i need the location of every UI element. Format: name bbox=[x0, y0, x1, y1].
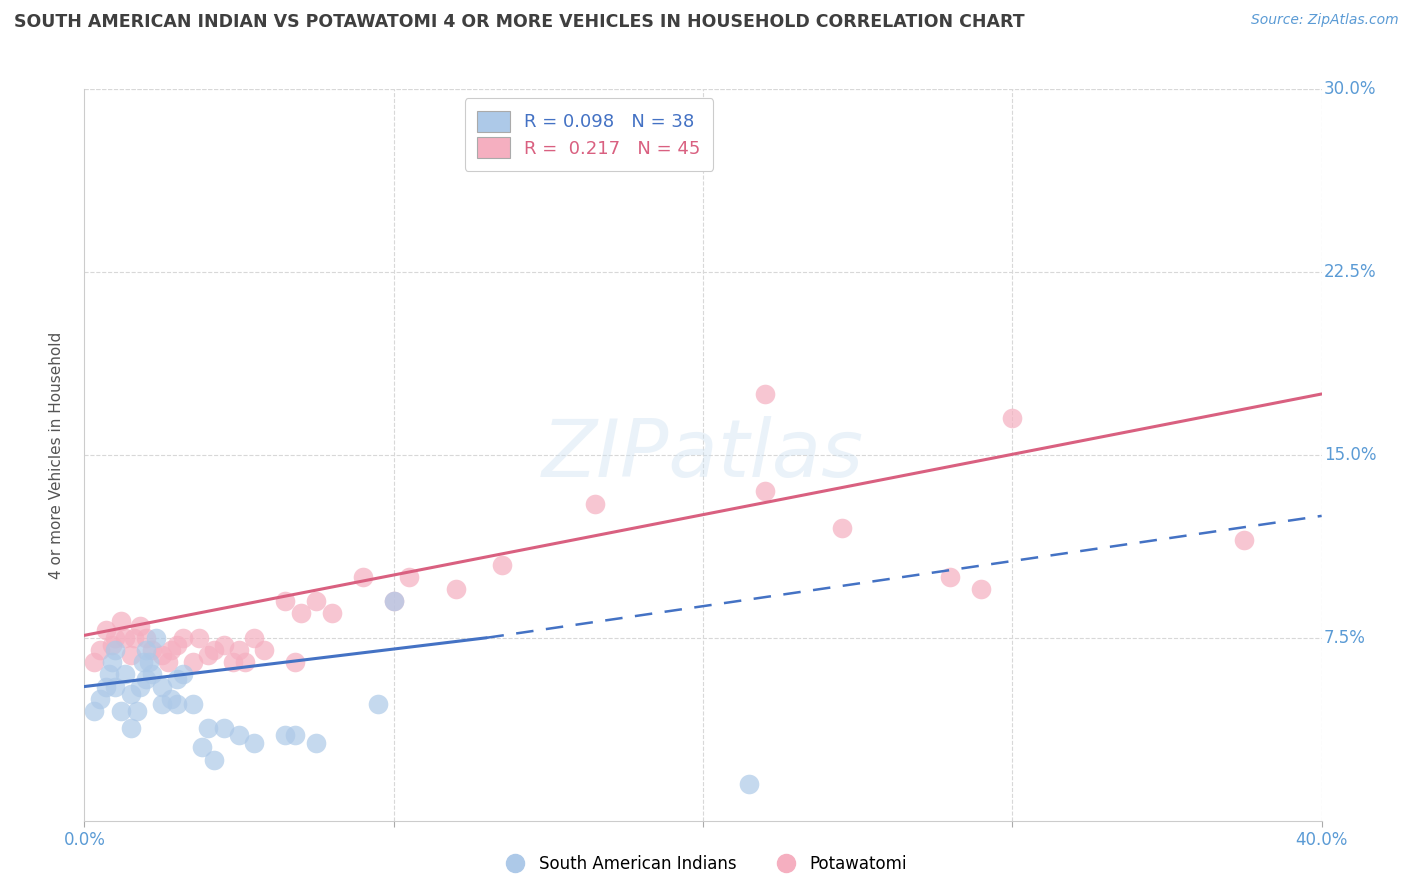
Point bbox=[104, 631, 127, 645]
Point bbox=[352, 570, 374, 584]
Point bbox=[738, 777, 761, 791]
Point bbox=[367, 697, 389, 711]
Point bbox=[274, 728, 297, 742]
Point bbox=[145, 631, 167, 645]
Point bbox=[89, 643, 111, 657]
Point bbox=[129, 680, 152, 694]
Point bbox=[305, 736, 328, 750]
Point bbox=[83, 655, 105, 669]
Point bbox=[491, 558, 513, 572]
Point bbox=[243, 631, 266, 645]
Point bbox=[284, 655, 307, 669]
Text: 30.0%: 30.0% bbox=[1324, 80, 1376, 98]
Point bbox=[754, 387, 776, 401]
Text: 7.5%: 7.5% bbox=[1324, 629, 1367, 647]
Point bbox=[120, 648, 142, 662]
Point bbox=[202, 643, 225, 657]
Point bbox=[253, 643, 276, 657]
Text: ZIPatlas: ZIPatlas bbox=[541, 416, 865, 494]
Y-axis label: 4 or more Vehicles in Household: 4 or more Vehicles in Household bbox=[49, 331, 63, 579]
Point bbox=[166, 697, 188, 711]
Point bbox=[135, 672, 157, 686]
Point bbox=[191, 740, 214, 755]
Point bbox=[222, 655, 245, 669]
Point bbox=[284, 728, 307, 742]
Point bbox=[212, 721, 235, 735]
Point bbox=[444, 582, 467, 596]
Point bbox=[197, 648, 219, 662]
Point bbox=[172, 667, 194, 681]
Point bbox=[129, 618, 152, 632]
Point bbox=[94, 680, 117, 694]
Point bbox=[101, 638, 124, 652]
Point bbox=[1233, 533, 1256, 548]
Point bbox=[125, 704, 148, 718]
Point bbox=[398, 570, 420, 584]
Point bbox=[101, 655, 124, 669]
Point bbox=[160, 643, 183, 657]
Text: 15.0%: 15.0% bbox=[1324, 446, 1376, 464]
Point bbox=[583, 497, 606, 511]
Point bbox=[166, 638, 188, 652]
Point bbox=[141, 643, 163, 657]
Point bbox=[970, 582, 993, 596]
Legend: R = 0.098   N = 38, R =  0.217   N = 45: R = 0.098 N = 38, R = 0.217 N = 45 bbox=[464, 98, 713, 170]
Point bbox=[122, 631, 145, 645]
Point bbox=[187, 631, 209, 645]
Point bbox=[228, 643, 250, 657]
Point bbox=[172, 631, 194, 645]
Point bbox=[110, 614, 132, 628]
Point bbox=[228, 728, 250, 742]
Point bbox=[132, 655, 155, 669]
Point bbox=[290, 607, 312, 621]
Point bbox=[141, 667, 163, 681]
Point bbox=[181, 655, 204, 669]
Point bbox=[98, 667, 121, 681]
Point bbox=[120, 721, 142, 735]
Point bbox=[160, 691, 183, 706]
Point bbox=[181, 697, 204, 711]
Point bbox=[212, 638, 235, 652]
Point bbox=[83, 704, 105, 718]
Point bbox=[150, 648, 173, 662]
Point bbox=[150, 697, 173, 711]
Point bbox=[233, 655, 256, 669]
Point bbox=[202, 753, 225, 767]
Point bbox=[382, 594, 405, 608]
Point bbox=[274, 594, 297, 608]
Legend: South American Indians, Potawatomi: South American Indians, Potawatomi bbox=[492, 848, 914, 880]
Point bbox=[197, 721, 219, 735]
Text: Source: ZipAtlas.com: Source: ZipAtlas.com bbox=[1251, 13, 1399, 28]
Point bbox=[104, 680, 127, 694]
Point bbox=[104, 643, 127, 657]
Point bbox=[89, 691, 111, 706]
Text: 22.5%: 22.5% bbox=[1324, 263, 1376, 281]
Point bbox=[831, 521, 853, 535]
Point bbox=[321, 607, 343, 621]
Point bbox=[166, 672, 188, 686]
Text: SOUTH AMERICAN INDIAN VS POTAWATOMI 4 OR MORE VEHICLES IN HOUSEHOLD CORRELATION : SOUTH AMERICAN INDIAN VS POTAWATOMI 4 OR… bbox=[14, 13, 1025, 31]
Point bbox=[120, 687, 142, 701]
Point bbox=[150, 680, 173, 694]
Point bbox=[114, 667, 136, 681]
Point bbox=[243, 736, 266, 750]
Point bbox=[1001, 411, 1024, 425]
Point bbox=[114, 631, 136, 645]
Point bbox=[135, 631, 157, 645]
Point bbox=[156, 655, 179, 669]
Point bbox=[305, 594, 328, 608]
Point bbox=[110, 704, 132, 718]
Point bbox=[135, 643, 157, 657]
Point bbox=[138, 655, 160, 669]
Point bbox=[94, 624, 117, 638]
Point bbox=[382, 594, 405, 608]
Point bbox=[754, 484, 776, 499]
Point bbox=[939, 570, 962, 584]
